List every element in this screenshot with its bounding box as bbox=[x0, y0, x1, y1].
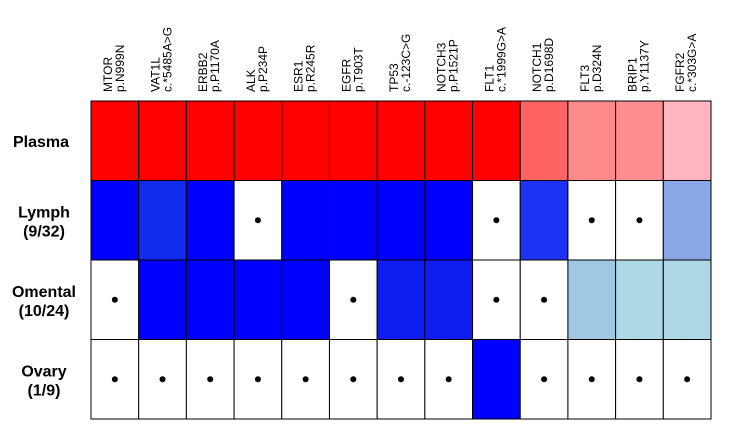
missing-value-dot bbox=[111, 376, 118, 383]
column-label-variant: p.D1698D bbox=[542, 38, 556, 92]
column-label-variant: p.D324N bbox=[590, 45, 604, 92]
heatmap-cell bbox=[424, 100, 474, 181]
missing-value-dot bbox=[588, 376, 595, 383]
column-label-variant: p.N999N bbox=[113, 45, 127, 92]
heatmap-cell bbox=[662, 180, 712, 261]
missing-value-dot bbox=[398, 376, 404, 383]
heatmap-cells bbox=[90, 100, 712, 420]
heatmap-cell bbox=[328, 180, 378, 261]
column-label-variant: c.-123C>G bbox=[399, 34, 413, 92]
column-label-gene: NOTCH1 bbox=[530, 42, 544, 92]
column-label-variant: c.*303G>A bbox=[685, 34, 699, 92]
missing-value-dot bbox=[207, 376, 214, 383]
missing-value-dot bbox=[254, 376, 261, 383]
column-label-gene: BRIP1 bbox=[625, 57, 639, 92]
heatmap-cell bbox=[281, 100, 330, 181]
column-label-variant: p.Y1137Y bbox=[637, 40, 651, 92]
column-label-gene: NOTCH3 bbox=[435, 42, 449, 92]
row-label: Plasma bbox=[13, 134, 69, 151]
heatmap-cell bbox=[90, 339, 140, 420]
heatmap-cell bbox=[376, 100, 426, 181]
column-label-variant: p.P1170A bbox=[208, 40, 222, 92]
heatmap-cell bbox=[615, 100, 664, 181]
heatmap-cell bbox=[233, 100, 283, 181]
heatmap-cell bbox=[615, 259, 664, 340]
row-sublabel: (9/32) bbox=[23, 223, 65, 240]
row-label: Ovary bbox=[21, 363, 66, 380]
heatmap-cell bbox=[519, 180, 569, 261]
missing-value-dot bbox=[636, 376, 643, 383]
heatmap-cell bbox=[138, 259, 187, 340]
heatmap-cell bbox=[90, 100, 140, 181]
heatmap-cell bbox=[281, 180, 330, 261]
heatmap-cell bbox=[567, 180, 617, 261]
heatmap-cell bbox=[567, 100, 617, 181]
missing-value-dot bbox=[445, 376, 452, 383]
column-label-variant: c.*1999G>A bbox=[494, 27, 508, 92]
missing-value-dot bbox=[493, 217, 500, 224]
heatmap-cell bbox=[519, 339, 569, 420]
column-label-gene: FLT1 bbox=[482, 65, 496, 92]
heatmap-cell bbox=[90, 180, 140, 261]
column-label-variant: p.P234P bbox=[256, 46, 270, 92]
row-label: Omental bbox=[12, 284, 76, 301]
heatmap-cell bbox=[185, 100, 235, 181]
missing-value-dot bbox=[302, 376, 309, 383]
missing-value-dot bbox=[111, 296, 118, 303]
missing-value-dot bbox=[636, 217, 643, 224]
missing-value-dot bbox=[350, 296, 357, 303]
column-label-gene: FLT3 bbox=[578, 65, 592, 92]
missing-value-dot bbox=[684, 376, 691, 383]
heatmap-cell bbox=[328, 100, 378, 181]
heatmap-cell bbox=[138, 100, 187, 181]
column-label-gene: ESR1 bbox=[292, 60, 306, 92]
column-label-variant: p.R245R bbox=[304, 44, 318, 92]
column-label-gene: ERBB2 bbox=[196, 52, 210, 92]
heatmap-cell bbox=[138, 180, 187, 261]
heatmap-cell bbox=[185, 259, 235, 340]
heatmap-cell bbox=[662, 100, 712, 181]
heatmap-cell bbox=[567, 259, 617, 340]
heatmap-cell bbox=[281, 259, 330, 340]
heatmap-cell bbox=[376, 259, 426, 340]
heatmap-cell bbox=[519, 100, 569, 181]
missing-value-dot bbox=[493, 296, 500, 303]
heatmap-cell bbox=[472, 100, 521, 181]
column-label-variant: p.P1521P bbox=[447, 39, 461, 92]
column-label-gene: VAT1L bbox=[149, 57, 163, 92]
missing-value-dot bbox=[588, 217, 595, 224]
row-sublabel: (10/24) bbox=[19, 303, 70, 320]
missing-value-dot bbox=[254, 217, 261, 224]
column-label-gene: EGFR bbox=[339, 58, 353, 92]
row-sublabel: (1/9) bbox=[28, 382, 61, 399]
column-label-variant: p.T903T bbox=[351, 47, 365, 92]
heatmap-cell bbox=[376, 180, 426, 261]
row-labels: Plasma Lymph (9/32) Omental (10/24) Ovary (1/9… bbox=[12, 134, 76, 400]
missing-value-dot bbox=[541, 376, 548, 383]
missing-value-dot bbox=[159, 376, 166, 383]
column-label-gene: FGFR2 bbox=[673, 52, 687, 92]
column-label-gene: MTOR bbox=[101, 57, 115, 92]
missing-value-dot bbox=[541, 296, 548, 303]
row-label: Lymph bbox=[18, 204, 70, 221]
missing-value-dot bbox=[350, 376, 357, 383]
column-label-gene: ALK bbox=[244, 69, 258, 92]
heatmap-cell bbox=[424, 259, 474, 340]
column-label-variant: c.*5485A>G bbox=[161, 27, 175, 92]
heatmap-cell bbox=[662, 259, 712, 340]
heatmap-cell bbox=[424, 180, 474, 261]
heatmap-cell bbox=[185, 180, 235, 261]
heatmap-cell bbox=[472, 339, 521, 420]
heatmap-cell bbox=[233, 259, 283, 340]
column-label-gene: TP53 bbox=[387, 63, 401, 92]
